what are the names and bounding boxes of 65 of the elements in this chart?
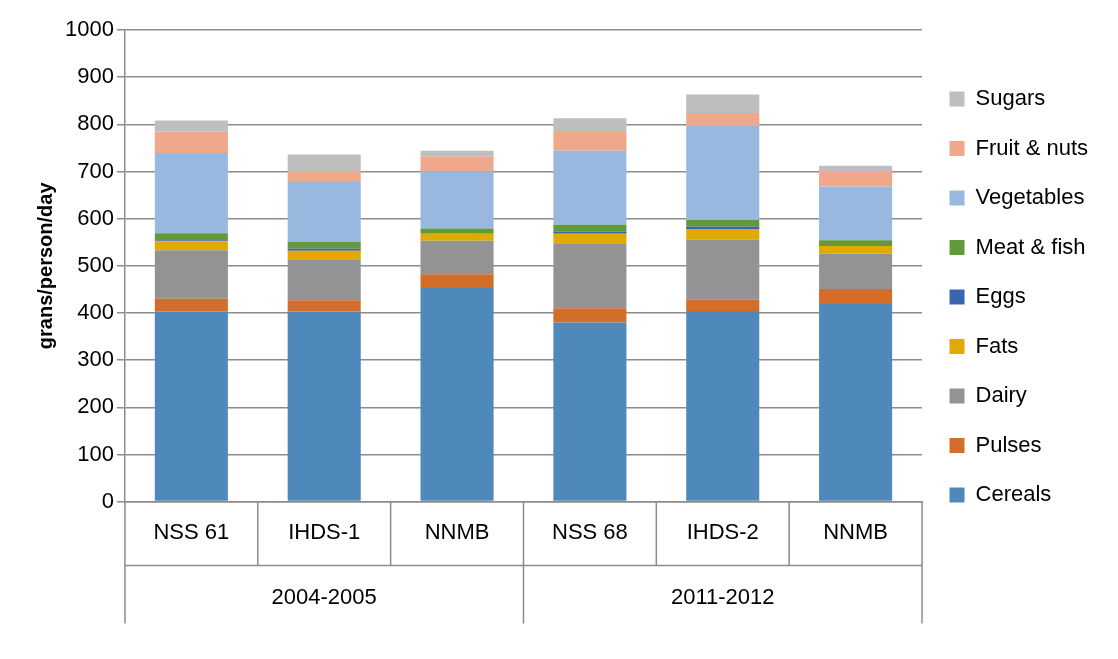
bar <box>819 171 893 187</box>
y-tick-label: 700 <box>77 157 114 183</box>
bar <box>819 288 893 304</box>
bar <box>420 171 494 229</box>
legend-label: Sugars <box>975 85 1046 111</box>
bar <box>287 300 361 312</box>
y-tick-label: 300 <box>77 346 114 372</box>
bar <box>686 125 760 221</box>
bar <box>819 186 893 241</box>
bar <box>420 150 494 157</box>
legend-label: Fats <box>975 332 1019 358</box>
bar <box>686 220 760 227</box>
y-tick-label: 500 <box>77 251 114 277</box>
bar <box>686 229 760 240</box>
bar <box>154 233 228 241</box>
y-tick-label: 400 <box>77 299 114 325</box>
bar <box>553 130 627 151</box>
y-tick-label: 100 <box>77 440 114 466</box>
legend-label: Meat & fish <box>975 233 1086 259</box>
bar <box>287 180 361 242</box>
bar <box>154 298 228 312</box>
bar <box>287 171 361 181</box>
bar <box>287 311 361 501</box>
bar <box>686 113 760 126</box>
bar <box>420 287 494 501</box>
bar <box>553 233 627 245</box>
legend-label: Fruit & nuts <box>975 134 1088 160</box>
y-tick-label: 900 <box>77 63 114 89</box>
y-tick-label: 0 <box>101 487 114 513</box>
bar <box>819 304 893 501</box>
bar <box>420 274 494 288</box>
legend-label: Dairy <box>975 382 1027 408</box>
bar <box>420 228 494 234</box>
bar <box>154 311 228 501</box>
bar <box>287 154 361 172</box>
legend-label: Vegetables <box>975 184 1085 210</box>
text: 2011-2012 <box>670 583 775 609</box>
y-tick-label: 800 <box>77 110 114 136</box>
bar <box>553 224 627 232</box>
bar <box>686 94 760 113</box>
bar <box>287 241 361 249</box>
bar <box>686 311 760 501</box>
y-tick-label: 200 <box>77 393 114 419</box>
bar <box>154 241 228 251</box>
bar <box>154 153 228 234</box>
bar <box>819 165 893 172</box>
y-tick-label: 1000 <box>64 16 114 42</box>
bar <box>420 233 494 241</box>
bar <box>819 240 893 246</box>
bar <box>154 120 228 132</box>
legend-label: Eggs <box>975 283 1026 309</box>
legend-label: Pulses <box>975 431 1042 457</box>
y-tick-label: 600 <box>77 204 114 230</box>
y-axis-title: grans/person/day <box>33 181 56 350</box>
bar <box>287 250 361 260</box>
text: 2004-2005 <box>271 583 377 609</box>
bar <box>819 245 893 254</box>
bar <box>553 308 627 323</box>
bar <box>154 131 228 154</box>
bar <box>553 322 627 501</box>
bar <box>553 118 627 131</box>
legend-label: Cereals <box>975 481 1052 507</box>
bar <box>686 299 760 312</box>
bar <box>420 156 494 172</box>
bar <box>553 150 627 225</box>
